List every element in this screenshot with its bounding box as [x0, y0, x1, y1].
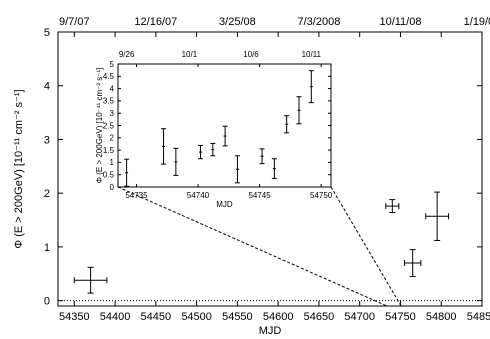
y-tick-label: 0 — [110, 183, 115, 192]
data-point — [385, 199, 400, 214]
y-tick-label: 3 — [110, 109, 115, 118]
top-axis-date-label: 1/19/08 — [464, 16, 490, 28]
y-axis-title: Φ (E > 200GeV) [10⁻¹¹ cm⁻² s⁻¹] — [95, 68, 104, 184]
inset-plot: 5473554740547455475000.511.522.533.544.5… — [95, 50, 333, 209]
plot-background — [118, 64, 331, 187]
x-tick-label: 54745 — [248, 191, 271, 200]
y-tick-label: 2 — [110, 134, 115, 143]
top-axis-date-label: 7/3/2008 — [298, 16, 341, 28]
top-axis-date-label: 3/25/08 — [219, 16, 256, 28]
top-axis-date-label: 9/7/07 — [59, 16, 90, 28]
data-point — [425, 191, 450, 241]
data-point — [210, 142, 216, 157]
y-tick-label: 0.5 — [103, 171, 115, 180]
top-axis-date-label: 9/26 — [119, 50, 135, 59]
y-tick-label: 1.5 — [103, 146, 115, 155]
y-tick-label: 4 — [44, 81, 50, 93]
data-point — [222, 125, 228, 147]
x-tick-label: 54750 — [385, 311, 416, 323]
y-tick-label: 1 — [44, 242, 50, 254]
data-point — [296, 96, 302, 125]
y-tick-label: 3.5 — [103, 97, 115, 106]
data-point — [73, 266, 108, 294]
x-tick-label: 54350 — [59, 311, 90, 323]
x-axis-title: MJD — [259, 325, 282, 337]
y-tick-label: 2.5 — [103, 121, 115, 130]
x-tick-label: 54650 — [304, 311, 335, 323]
y-tick-label: 3 — [44, 134, 50, 146]
connector-line-right — [330, 186, 402, 307]
x-tick-label: 54750 — [310, 191, 333, 200]
x-tick-label: 54450 — [141, 311, 172, 323]
top-axis-date-label: 10/6 — [243, 50, 259, 59]
y-tick-label: 4.5 — [103, 72, 115, 81]
data-point — [404, 249, 422, 277]
data-point — [234, 155, 240, 184]
data-point — [271, 158, 277, 179]
top-axis-date-label: 10/11 — [302, 50, 322, 59]
plot-frame — [57, 31, 483, 307]
data-point — [173, 147, 179, 176]
y-tick-label: 0 — [44, 295, 50, 307]
data-point — [161, 128, 167, 165]
x-axis-title: MJD — [216, 200, 233, 209]
data-point — [284, 115, 290, 134]
top-axis-date-label: 12/16/07 — [134, 16, 177, 28]
x-tick-label: 54740 — [187, 191, 210, 200]
data-point — [197, 144, 203, 160]
main-plot: 54350 54400 54450 54500 54550 54600 54650 54700… — [13, 16, 490, 337]
x-tick-label: 54700 — [344, 311, 375, 323]
top-axis-date-label: 10/1 — [182, 50, 198, 59]
zoom-connector-lines — [117, 186, 402, 307]
y-tick-label: 4 — [110, 84, 115, 93]
data-point — [308, 70, 314, 104]
x-tick-label: 54600 — [263, 311, 294, 323]
y-tick-label: 5 — [44, 27, 50, 39]
x-tick-label: 54550 — [222, 311, 253, 323]
data-point — [124, 158, 130, 187]
x-tick-label: 54800 — [426, 311, 457, 323]
y-tick-label: 5 — [110, 60, 115, 69]
connector-line-left — [117, 186, 388, 307]
data-point — [259, 148, 265, 165]
top-axis-date-label: 10/11/08 — [379, 16, 421, 28]
y-tick-label: 1 — [110, 158, 115, 167]
y-tick-label: 2 — [44, 188, 50, 200]
x-tick-label: 54400 — [100, 311, 131, 323]
y-axis-title: Φ (E > 200GeV) [10⁻¹¹ cm⁻² s⁻¹] — [13, 89, 25, 248]
x-tick-label: 54500 — [181, 311, 212, 323]
